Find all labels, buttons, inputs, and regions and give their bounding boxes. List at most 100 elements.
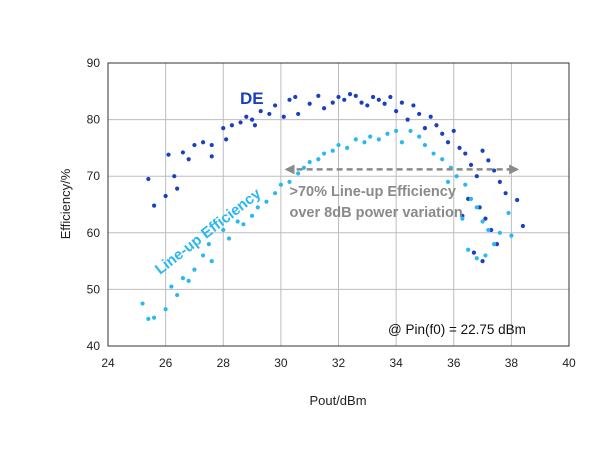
x-tick-label: 34 <box>389 356 403 370</box>
line-up-efficiency-point <box>209 259 214 264</box>
y-axis-tick-labels: 40 50 60 70 80 90 <box>87 56 101 353</box>
de-point <box>388 94 393 100</box>
line-up-efficiency-point <box>454 174 459 179</box>
line-up-efficiency-point <box>180 275 186 281</box>
de-point <box>497 179 502 184</box>
line-up-efficiency-point <box>273 191 278 196</box>
line-up-efficiency-point <box>255 205 260 210</box>
de-point <box>463 151 468 156</box>
de-point <box>353 93 358 98</box>
de-point <box>307 101 312 106</box>
line-up-efficiency-point <box>483 253 488 258</box>
line-up-efficiency-point <box>417 134 422 139</box>
line-up-efficiency-point <box>491 242 497 247</box>
line-up-efficiency-point <box>385 131 390 136</box>
de-point <box>503 191 508 196</box>
x-tick-label: 38 <box>505 356 519 370</box>
line-up-efficiency-point <box>431 151 436 156</box>
de-point <box>252 123 258 128</box>
y-tick-label: 60 <box>87 226 101 240</box>
line-up-efficiency-point <box>463 182 468 187</box>
line-up-efficiency-point <box>249 213 255 218</box>
de-point <box>336 94 341 100</box>
x-tick-label: 36 <box>447 356 461 370</box>
line-up-efficiency-point <box>408 128 413 134</box>
data-points <box>140 92 526 321</box>
annotation-line-2: over 8dB power variation <box>290 205 463 221</box>
line-up-efficiency-point <box>445 179 451 184</box>
line-up-efficiency-point <box>345 145 350 150</box>
line-up-efficiency-point <box>336 142 341 148</box>
y-tick-label: 80 <box>87 113 101 127</box>
de-point <box>457 145 462 150</box>
line-up-efficiency-point <box>486 227 491 233</box>
de-point <box>342 97 347 102</box>
de-point <box>376 97 381 102</box>
de-point <box>494 242 500 247</box>
line-up-efficiency-point <box>241 222 246 227</box>
line-up-efficiency-point <box>353 137 358 142</box>
de-point <box>200 140 206 145</box>
line-up-efficiency-point <box>235 219 240 224</box>
input-power-condition: @ Pin(f0) = 22.75 dBm <box>388 322 526 337</box>
de-point <box>316 93 321 98</box>
line-up-efficiency-point <box>278 182 283 187</box>
de-point <box>483 216 488 221</box>
line-up-efficiency-point <box>307 159 312 165</box>
plot-frame <box>107 62 570 347</box>
de-point <box>466 196 471 201</box>
de-point <box>451 128 456 134</box>
line-up-efficiency-point <box>192 267 197 272</box>
de-point <box>172 174 177 179</box>
de-point <box>175 186 180 191</box>
de-point <box>287 97 292 102</box>
de-point <box>152 203 157 208</box>
line-up-efficiency-point <box>460 216 465 221</box>
de-point <box>477 205 482 210</box>
de-point <box>486 158 491 163</box>
de-point <box>209 142 214 148</box>
y-tick-label: 90 <box>87 56 101 70</box>
line-up-efficiency-point <box>440 157 445 162</box>
de-point <box>474 174 479 179</box>
line-up-efficiency-point <box>200 253 206 258</box>
series-1-points <box>140 128 514 321</box>
de-point <box>489 227 494 233</box>
x-axis-tick-labels: 24 26 28 30 32 34 36 38 40 <box>101 356 576 370</box>
de-point <box>445 140 451 145</box>
line-up-efficiency-point <box>474 256 479 261</box>
line-up-efficiency-point <box>226 236 232 241</box>
de-point <box>468 162 474 167</box>
line-up-efficiency-point <box>468 196 474 201</box>
line-up-efficiency-point <box>264 199 269 204</box>
line-up-efficiency-point <box>368 134 373 139</box>
line-up-efficiency-point <box>399 140 404 145</box>
de-point <box>399 100 404 105</box>
de-point <box>520 223 526 229</box>
line-up-efficiency-point <box>287 179 292 184</box>
line-up-efficiency-point <box>497 230 502 235</box>
line-up-efficiency-point <box>175 292 180 298</box>
x-tick-label: 24 <box>101 356 115 370</box>
de-point <box>480 259 485 264</box>
de-point <box>359 100 364 105</box>
line-up-efficiency-point <box>169 284 174 289</box>
line-up-efficiency-point <box>509 233 514 238</box>
y-tick-label: 40 <box>87 339 101 353</box>
de-point <box>321 106 327 111</box>
line-up-efficiency-point <box>206 242 211 247</box>
y-axis-label: Efficiency/% <box>58 168 73 239</box>
grid-lines <box>108 63 569 346</box>
de-point <box>163 193 168 199</box>
de-point <box>434 123 439 128</box>
de-point <box>221 125 226 131</box>
x-tick-label: 30 <box>274 356 288 370</box>
line-up-efficiency-point <box>394 128 399 134</box>
x-tick-label: 32 <box>332 356 346 370</box>
de-point <box>411 103 416 108</box>
series-label-de: DE <box>240 89 264 108</box>
de-point <box>296 111 301 117</box>
de-point <box>273 103 278 108</box>
line-up-efficiency-point <box>474 205 479 210</box>
